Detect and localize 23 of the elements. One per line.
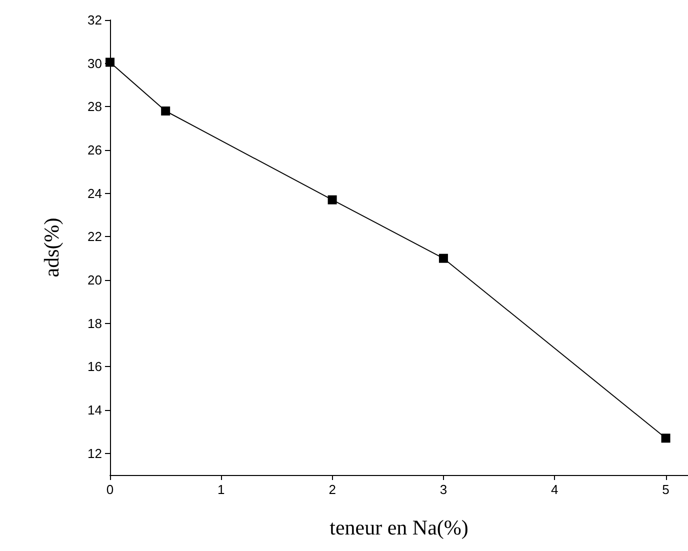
y-axis-title: ads(%) [40, 218, 64, 278]
x-tick-label: 3 [440, 482, 448, 497]
point [438, 254, 448, 263]
x-tick-label: 4 [551, 482, 558, 497]
x-tick-label: 1 [218, 482, 225, 497]
y-tick-label: 32 [88, 12, 102, 28]
y-tick-label: 30 [88, 56, 102, 71]
y-tick-label: 26 [88, 142, 102, 158]
y-tick-label: 12 [88, 446, 102, 461]
y-tick-label: 24 [88, 186, 102, 201]
x-tick-label: 0 [106, 482, 114, 497]
point [328, 195, 337, 204]
y-tick-label: 18 [88, 316, 102, 331]
x-tick-label: 2 [328, 482, 336, 497]
y-tick-label: 20 [88, 272, 102, 288]
point [661, 434, 670, 443]
x-tick-label: 5 [662, 482, 670, 497]
x-axis-title: teneur en Na(%) [330, 516, 468, 540]
y-tick-label: 28 [88, 99, 102, 114]
point [161, 106, 170, 116]
y-tick-label: 22 [88, 229, 102, 244]
y-tick-label: 16 [88, 359, 102, 374]
y-tick-label: 14 [88, 402, 102, 418]
